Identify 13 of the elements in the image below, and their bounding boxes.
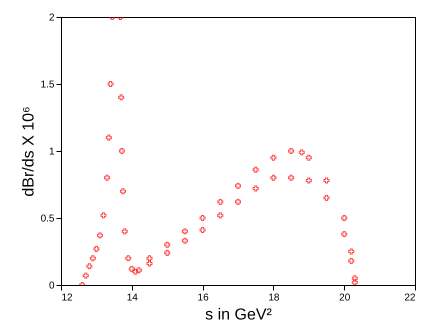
x-tick-label: 20	[339, 292, 351, 304]
x-tick-label: 12	[62, 292, 74, 304]
x-axis-title: s in GeV²	[205, 306, 273, 324]
x-tick-label: 22	[404, 292, 416, 304]
x-tick-label: 16	[198, 292, 210, 304]
y-tick-label: 2	[48, 12, 55, 24]
y-tick-label: 1.5	[40, 80, 55, 90]
y-axis-title: dBr/ds X 10⁶	[20, 106, 38, 197]
x-tick-label: 18	[268, 292, 280, 304]
x-tick-label: 14	[126, 292, 138, 304]
y-tick-label: 1	[48, 146, 55, 158]
y-tick-label: 0.5	[40, 214, 55, 224]
y-tick-label: 0	[48, 280, 55, 292]
